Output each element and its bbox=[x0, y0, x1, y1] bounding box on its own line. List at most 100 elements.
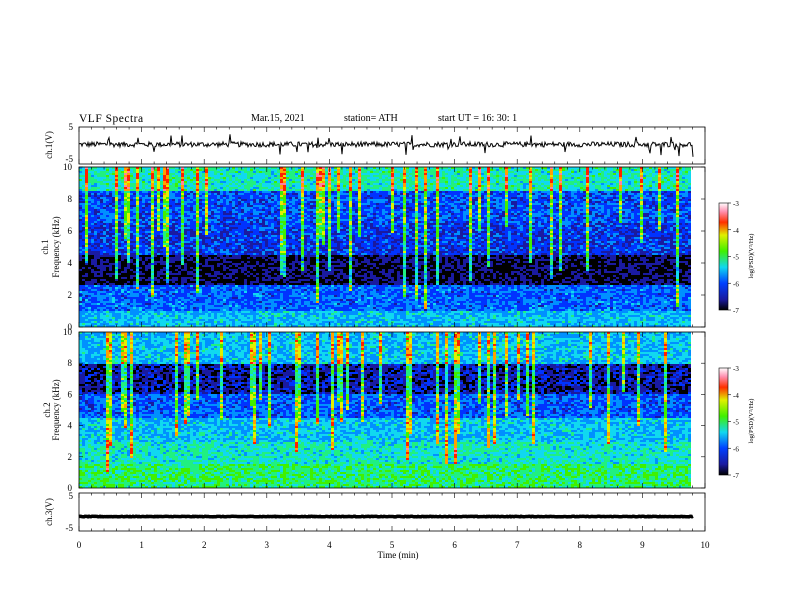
spectrogram-cell bbox=[301, 213, 304, 215]
spectrogram-cell bbox=[172, 175, 175, 177]
spectrogram-cell bbox=[682, 181, 685, 183]
spectrogram-cell bbox=[250, 185, 253, 187]
spectrogram-cell bbox=[265, 185, 268, 187]
spectrogram-cell bbox=[211, 199, 214, 201]
spectrogram-cell bbox=[130, 193, 133, 195]
spectrogram-cell bbox=[247, 175, 250, 177]
spectrogram-cell bbox=[619, 177, 622, 179]
spectrogram-cell bbox=[610, 179, 613, 181]
spectrogram-cell bbox=[610, 203, 613, 205]
spectrogram-cell bbox=[115, 195, 118, 197]
spectrogram-cell bbox=[286, 181, 289, 183]
spectrogram-cell bbox=[469, 209, 472, 211]
spectrogram-cell bbox=[685, 171, 688, 173]
ch1-spectrogram-cells bbox=[79, 167, 691, 327]
spectrogram-cell bbox=[145, 199, 148, 201]
spectrogram-cell bbox=[253, 205, 256, 207]
spectrogram-cell bbox=[343, 183, 346, 185]
spectrogram-cell bbox=[655, 171, 658, 173]
spectrogram-cell bbox=[574, 201, 577, 203]
spectrogram-cell bbox=[94, 187, 97, 189]
spectrogram-cell bbox=[526, 207, 529, 209]
spectrogram-cell bbox=[415, 205, 418, 207]
spectrogram-cell bbox=[580, 173, 583, 175]
spectrogram-cell bbox=[550, 185, 553, 187]
spectrogram-cell bbox=[469, 175, 472, 177]
spectrogram-cell bbox=[157, 197, 160, 199]
spectrogram-cell bbox=[280, 173, 283, 175]
spectrogram-cell bbox=[514, 197, 517, 199]
spectrogram-cell bbox=[100, 181, 103, 183]
spectrogram-cell bbox=[247, 181, 250, 183]
spectrogram-cell bbox=[616, 173, 619, 175]
spectrogram-cell bbox=[415, 195, 418, 197]
spectrogram-cell bbox=[166, 207, 169, 209]
spectrogram-cell bbox=[448, 183, 451, 185]
spectrogram-cell bbox=[553, 191, 556, 193]
spectrogram-cell bbox=[577, 185, 580, 187]
spectrogram-cell bbox=[118, 169, 121, 171]
spectrogram-cell bbox=[529, 191, 532, 193]
spectrogram-cell bbox=[496, 175, 499, 177]
spectrogram-cell bbox=[223, 189, 226, 191]
spectrogram-cell bbox=[457, 177, 460, 179]
spectrogram-cell bbox=[259, 179, 262, 181]
spectrogram-cell bbox=[265, 177, 268, 179]
spectrogram-cell bbox=[667, 177, 670, 179]
spectrogram-cell bbox=[511, 201, 514, 203]
spectrogram-cell bbox=[160, 193, 163, 195]
spectrogram-cell bbox=[490, 175, 493, 177]
spectrogram-cell bbox=[313, 173, 316, 175]
spectrogram-cell bbox=[421, 205, 424, 207]
spectrogram-cell bbox=[685, 177, 688, 179]
spectrogram-cell bbox=[589, 203, 592, 205]
spectrogram-cell bbox=[658, 195, 661, 197]
spectrogram-cell bbox=[274, 179, 277, 181]
spectrogram-cell bbox=[229, 211, 232, 213]
spectrogram-cell bbox=[646, 185, 649, 187]
spectrogram-cell bbox=[622, 179, 625, 181]
spectrogram-cell bbox=[184, 209, 187, 211]
spectrogram-cell bbox=[493, 179, 496, 181]
spectrogram-cell bbox=[667, 181, 670, 183]
spectrogram-cell bbox=[418, 207, 421, 209]
spectrogram-cell bbox=[616, 177, 619, 179]
spectrogram-cell bbox=[277, 193, 280, 195]
spectrogram-cell bbox=[319, 201, 322, 203]
spectrogram-cell bbox=[607, 187, 610, 189]
spectrogram-cell bbox=[346, 187, 349, 189]
spectrogram-cell bbox=[97, 213, 100, 215]
spectrogram-cell bbox=[385, 177, 388, 179]
spectrogram-cell bbox=[547, 209, 550, 211]
spectrogram-cell bbox=[655, 181, 658, 183]
spectrogram-cell bbox=[415, 189, 418, 191]
spectrogram-cell bbox=[247, 207, 250, 209]
spectrogram-cell bbox=[271, 197, 274, 199]
spectrogram-cell bbox=[421, 209, 424, 211]
spectrogram-cell bbox=[430, 173, 433, 175]
spectrogram-cell bbox=[184, 201, 187, 203]
spectrogram-cell bbox=[307, 177, 310, 179]
spectrogram-cell bbox=[535, 177, 538, 179]
spectrogram-cell bbox=[676, 181, 679, 183]
spectrogram-cell bbox=[418, 171, 421, 173]
spectrogram-cell bbox=[295, 193, 298, 195]
spectrogram-cell bbox=[544, 207, 547, 209]
spectrogram-cell bbox=[268, 211, 271, 213]
spectrogram-cell bbox=[178, 209, 181, 211]
spectrogram-cell bbox=[154, 195, 157, 197]
spectrogram-cell bbox=[571, 205, 574, 207]
spectrogram-cell bbox=[340, 199, 343, 201]
spectrogram-cell bbox=[385, 205, 388, 207]
spectrogram-cell bbox=[169, 193, 172, 195]
spectrogram-cell bbox=[574, 207, 577, 209]
spectrogram-cell bbox=[208, 187, 211, 189]
spectrogram-cell bbox=[175, 175, 178, 177]
spectrogram-cell bbox=[118, 191, 121, 193]
spectrogram-cell bbox=[418, 191, 421, 193]
spectrogram-cell bbox=[442, 181, 445, 183]
spectrogram-cell bbox=[235, 173, 238, 175]
spectrogram-cell bbox=[130, 171, 133, 173]
spectrogram-cell bbox=[559, 211, 562, 213]
spectrogram-cell bbox=[499, 181, 502, 183]
